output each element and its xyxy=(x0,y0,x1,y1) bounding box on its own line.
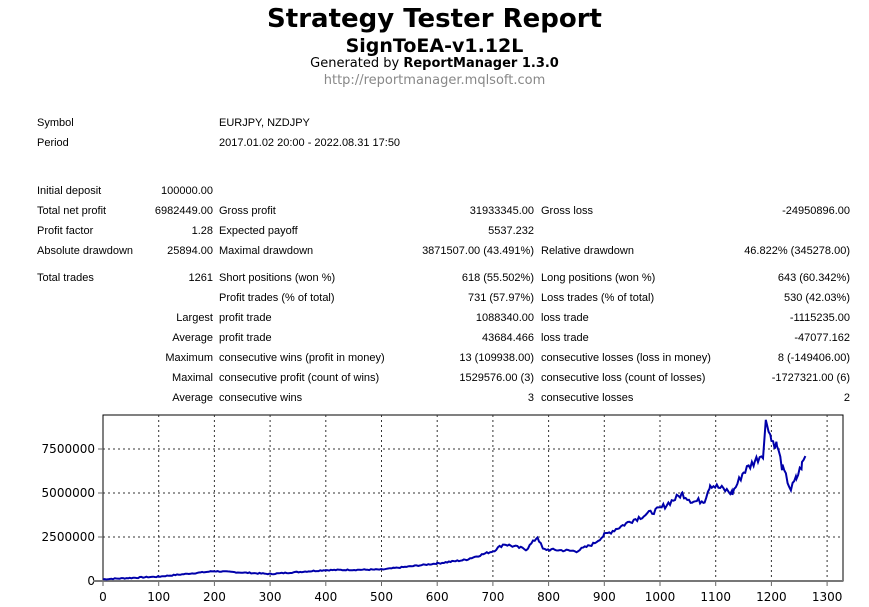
stat-v1: Maximal xyxy=(172,372,213,384)
x-tick-label: 1100 xyxy=(700,590,731,604)
stat-v3: 643 (60.342%) xyxy=(777,272,850,284)
stat-l2: Profit trades (% of total) xyxy=(219,292,335,304)
stat-v3: 46.822% (345278.00) xyxy=(744,245,850,257)
stat-v3: -1115235.00 xyxy=(789,312,850,324)
stat-l2: Short positions (won %) xyxy=(219,272,336,284)
x-tick-label: 700 xyxy=(481,590,504,604)
stat-v1: 1261 xyxy=(188,272,213,284)
stat-l3: Relative drawdown xyxy=(541,245,634,257)
stat-l3: loss trade xyxy=(541,312,589,324)
period-label: Period xyxy=(37,137,69,149)
stat-l1: Profit factor xyxy=(37,225,94,237)
stat-v1: Maximum xyxy=(165,352,213,364)
stat-v2: 5537.232 xyxy=(488,225,534,237)
x-tick-label: 1300 xyxy=(812,590,843,604)
stat-v1: 100000.00 xyxy=(161,185,213,197)
ea-name: SignToEA-v1.12L xyxy=(345,35,524,57)
x-tick-label: 400 xyxy=(314,590,337,604)
generator-name: ReportManager 1.3.0 xyxy=(403,56,559,71)
report-title: Strategy Tester Report xyxy=(267,4,602,34)
equity-line xyxy=(102,419,807,581)
stat-v2: 3 xyxy=(527,392,534,404)
stat-v3: 2 xyxy=(843,392,850,404)
stats-row: Total trades 1261 Short positions (won %) 6… xyxy=(0,272,869,288)
symbol-row: Symbol EURJPY, NZDJPY xyxy=(0,117,869,133)
stat-v3: -1727321.00 (6) xyxy=(771,372,850,384)
stat-v1: Average xyxy=(172,392,213,404)
stat-v3: -24950896.00 xyxy=(782,205,850,217)
stat-l2: Maximal drawdown xyxy=(219,245,314,257)
stat-v3: 8 (-149406.00) xyxy=(777,352,850,364)
stat-v2: 618 (55.502%) xyxy=(461,272,534,284)
stat-v2: 1088340.00 xyxy=(475,312,534,324)
stats-row: Maximal consecutive profit (count of wins… xyxy=(0,372,869,388)
stat-v1: Largest xyxy=(176,312,213,324)
generator-url[interactable]: http://reportmanager.mqlsoft.com xyxy=(323,73,546,88)
stat-l2: consecutive wins (profit in money) xyxy=(219,352,385,364)
stat-v1: 6982449.00 xyxy=(154,205,213,217)
period-value: 2017.01.02 20:00 - 2022.08.31 17:50 xyxy=(219,137,401,149)
stat-v3: 530 (42.03%) xyxy=(783,292,850,304)
stat-l3: consecutive losses (loss in money) xyxy=(541,352,711,364)
stat-l3: consecutive losses xyxy=(541,392,634,404)
stat-v1: 1.28 xyxy=(191,225,213,237)
stat-v2: 13 (109938.00) xyxy=(459,352,534,364)
stats-row: Initial deposit 100000.00 xyxy=(0,185,869,201)
stat-v2: 3871507.00 (43.491%) xyxy=(422,245,534,257)
stat-v3: -47077.162 xyxy=(794,332,850,344)
stat-l2: consecutive profit (count of wins) xyxy=(219,372,380,384)
stat-v2: 31933345.00 xyxy=(469,205,534,217)
symbol-value: EURJPY, NZDJPY xyxy=(219,117,310,129)
stats-row: Average consecutive wins 3 consecutive loss… xyxy=(0,392,869,408)
x-tick-label: 0 xyxy=(99,590,107,604)
x-tick-label: 900 xyxy=(593,590,616,604)
stat-v2: 731 (57.97%) xyxy=(467,292,534,304)
generated-prefix: Generated by xyxy=(310,56,404,71)
stat-l3: Gross loss xyxy=(541,205,593,217)
stats-row: Average profit trade 43684.466 loss trade -4… xyxy=(0,332,869,348)
stat-l2: consecutive wins xyxy=(219,392,303,404)
stats-row: Profit trades (% of total) 731 (57.97%) Lo… xyxy=(0,292,869,308)
stat-l2: profit trade xyxy=(219,332,272,344)
stats-row: Largest profit trade 1088340.00 loss trade -… xyxy=(0,312,869,328)
x-tick-label: 800 xyxy=(537,590,560,604)
stat-l3: Long positions (won %) xyxy=(541,272,656,284)
stat-v1: 25894.00 xyxy=(167,245,213,257)
stats-row: Maximum consecutive wins (profit in money… xyxy=(0,352,869,368)
stat-l1: Total trades xyxy=(37,272,94,284)
x-tick-label: 100 xyxy=(147,590,170,604)
stats-row: Total net profit 6982449.00 Gross profit 31… xyxy=(0,205,869,221)
symbol-label: Symbol xyxy=(37,117,74,129)
stat-v2: 43684.466 xyxy=(482,332,534,344)
stat-l3: consecutive loss (count of losses) xyxy=(541,372,706,384)
x-tick-label: 200 xyxy=(203,590,226,604)
y-tick-label: 0 xyxy=(87,574,95,588)
y-tick-label: 7500000 xyxy=(42,442,95,456)
x-tick-label: 1200 xyxy=(756,590,787,604)
stat-l3: Loss trades (% of total) xyxy=(541,292,655,304)
stats-row: Absolute drawdown 25894.00 Maximal drawdow… xyxy=(0,245,869,261)
y-tick-label: 2500000 xyxy=(42,530,95,544)
stat-l1: Total net profit xyxy=(37,205,107,217)
plot-area xyxy=(102,414,844,582)
stat-l2: profit trade xyxy=(219,312,272,324)
generated-by: Generated by ReportManager 1.3.0 xyxy=(0,56,869,71)
x-tick-label: 500 xyxy=(370,590,393,604)
period-row: Period 2017.01.02 20:00 - 2022.08.31 17:5… xyxy=(0,137,869,153)
stat-l2: Gross profit xyxy=(219,205,276,217)
stat-v2: 1529576.00 (3) xyxy=(459,372,534,384)
stat-l1: Absolute drawdown xyxy=(37,245,134,257)
x-tick-label: 1000 xyxy=(645,590,676,604)
stat-l3: loss trade xyxy=(541,332,589,344)
stat-l2: Expected payoff xyxy=(219,225,298,237)
x-tick-label: 600 xyxy=(426,590,449,604)
y-tick-label: 5000000 xyxy=(42,486,95,500)
stats-row: Profit factor 1.28 Expected payoff 5537.232 xyxy=(0,225,869,241)
stat-l1: Initial deposit xyxy=(37,185,102,197)
x-tick-label: 300 xyxy=(259,590,282,604)
stat-v1: Average xyxy=(172,332,213,344)
